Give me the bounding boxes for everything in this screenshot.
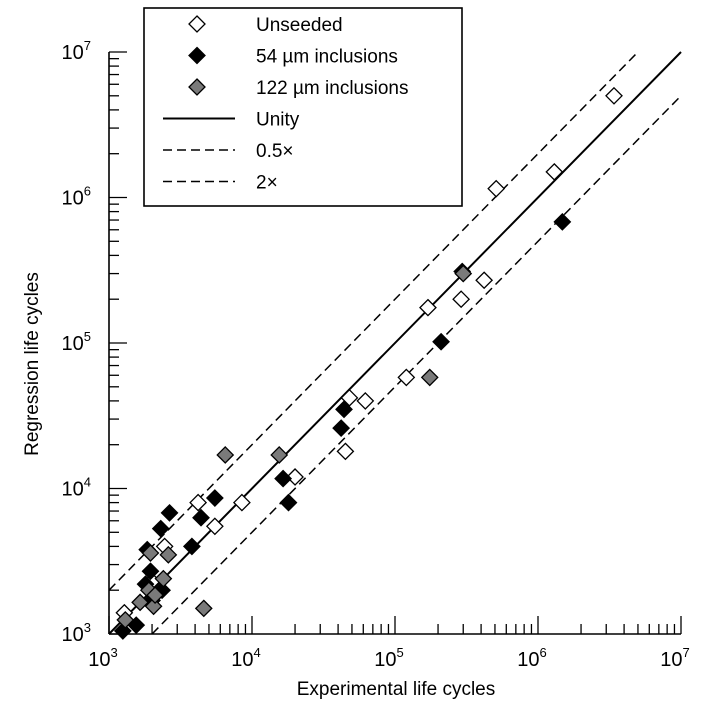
- data-point-filled: [432, 332, 450, 351]
- x-tick-label: 105: [374, 645, 403, 671]
- x-tick-label: 107: [660, 645, 689, 671]
- data-point-gray: [270, 446, 289, 464]
- legend-label: 54 µm inclusions: [256, 47, 398, 68]
- x-tick-label: 106: [517, 645, 546, 671]
- data-point-open: [232, 493, 251, 512]
- data-point-gray: [216, 446, 235, 464]
- data-point-gray: [154, 569, 173, 588]
- data-point-filled: [182, 537, 201, 556]
- data-point-gray: [146, 586, 164, 605]
- legend-label: 0.5×: [256, 141, 294, 162]
- data-point-gray: [454, 264, 473, 283]
- data-point-open: [475, 271, 494, 290]
- data-point-gray: [159, 545, 178, 564]
- data-point-filled: [192, 508, 210, 527]
- data-point-filled: [113, 621, 132, 640]
- y-tick-label: 103: [62, 620, 91, 646]
- axis-labels: Experimental life cycles Regression life…: [22, 272, 495, 700]
- data-point-open: [189, 493, 208, 512]
- data-point-filled: [332, 419, 351, 438]
- data-points: [113, 86, 623, 640]
- y-tick-label: 105: [62, 329, 91, 355]
- data-point-open: [336, 442, 355, 461]
- legend-box: [143, 7, 463, 207]
- x-axis-label: Experimental life cycles: [297, 679, 496, 700]
- data-point-open: [487, 179, 506, 198]
- y-axis-label: Regression life cycles: [22, 272, 43, 456]
- data-point-filled: [553, 212, 572, 231]
- data-point-gray: [141, 544, 160, 562]
- x-tick-label: 104: [231, 645, 260, 671]
- legend: Unseeded 54 µm inclusions 122 µm inclusion…: [143, 7, 463, 207]
- legend-marker-filled: [188, 46, 206, 65]
- legend-label: 122 µm inclusions: [256, 78, 408, 99]
- legend-label: 2×: [256, 173, 278, 194]
- data-point-open: [419, 298, 437, 317]
- data-point-open: [286, 468, 304, 486]
- data-point-filled: [279, 493, 298, 512]
- legend-marker-gray: [188, 78, 206, 96]
- data-point-open: [605, 86, 623, 105]
- data-point-gray: [116, 610, 135, 629]
- data-point-open: [205, 517, 224, 536]
- data-point-gray: [144, 597, 163, 616]
- data-point-filled: [151, 519, 170, 538]
- data-point-gray: [194, 599, 213, 618]
- data-point-open: [545, 162, 564, 181]
- legend-label: Unity: [256, 110, 300, 131]
- legend-label: Unseeded: [256, 15, 343, 36]
- data-point-filled: [141, 562, 160, 581]
- y-tick-label: 104: [62, 475, 91, 501]
- data-point-gray: [420, 368, 439, 387]
- legend-marker-open: [188, 15, 206, 33]
- reference-lines: [108, 51, 682, 635]
- y-tick-label: 106: [62, 184, 91, 210]
- data-point-gray: [131, 593, 150, 612]
- data-point-open: [452, 290, 471, 309]
- data-point-filled: [335, 400, 353, 419]
- data-point-filled: [274, 469, 293, 488]
- data-point-filled: [160, 503, 179, 522]
- data-point-filled: [205, 489, 224, 507]
- data-point-open: [356, 391, 375, 410]
- data-point-open: [340, 388, 359, 407]
- data-point-open: [397, 368, 416, 387]
- y-tick-label: 107: [62, 38, 91, 64]
- x-tick-label: 103: [88, 645, 117, 671]
- unity-line: [108, 51, 682, 635]
